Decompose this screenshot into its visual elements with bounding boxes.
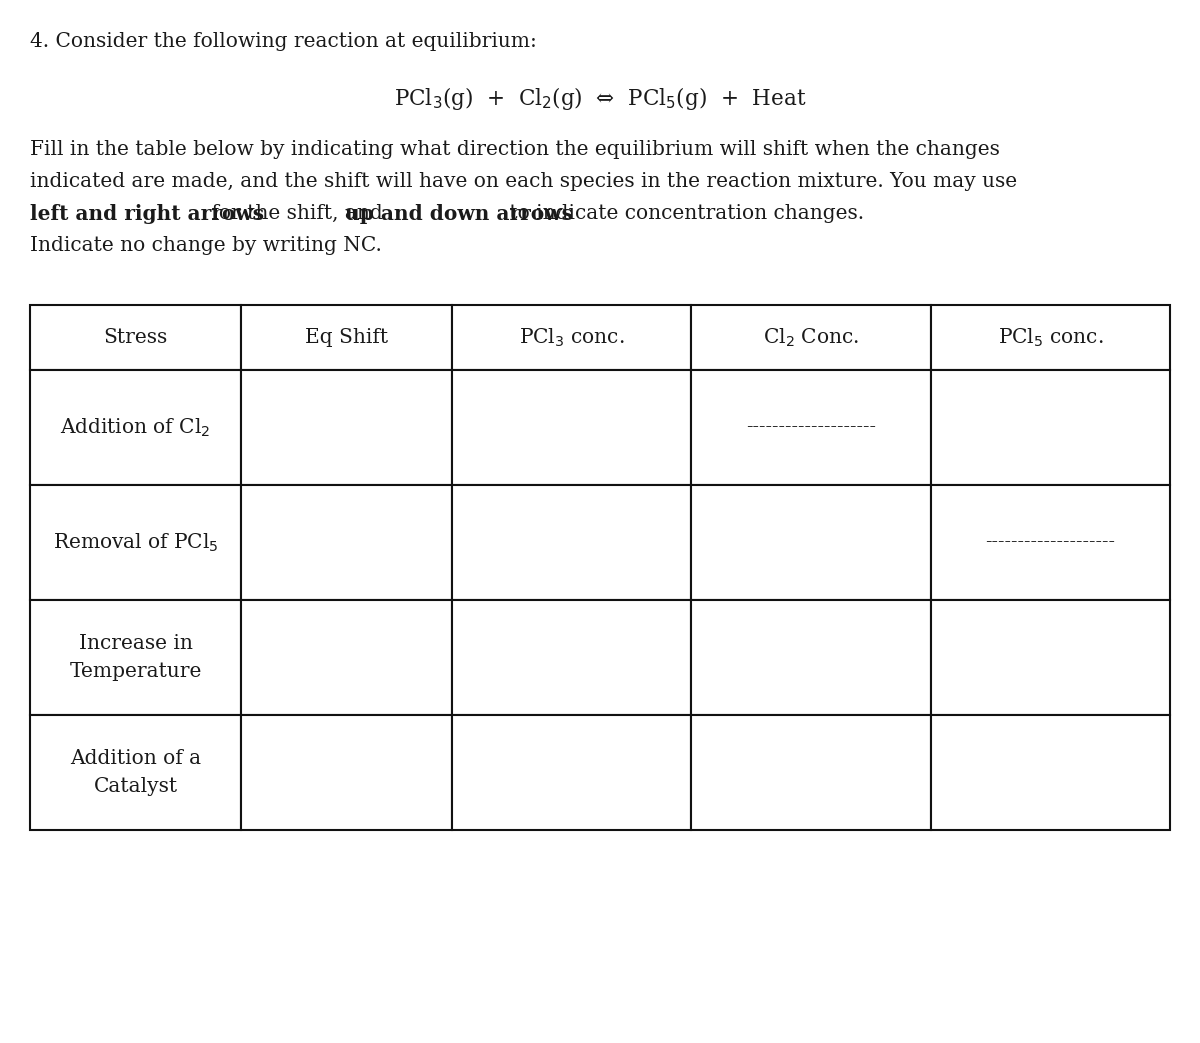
Bar — [241, 305, 452, 370]
Bar — [452, 305, 691, 370]
Text: Removal of PCl$_5$: Removal of PCl$_5$ — [53, 531, 218, 554]
Bar — [30, 305, 241, 370]
Bar — [931, 370, 1170, 485]
Text: for the shift, and: for the shift, and — [205, 204, 389, 223]
Text: Cl$_2$ Conc.: Cl$_2$ Conc. — [763, 326, 859, 348]
Bar — [931, 600, 1170, 715]
Bar — [691, 485, 931, 600]
Bar — [241, 370, 452, 485]
Text: left and right arrows: left and right arrows — [30, 204, 264, 224]
Text: PCl$_3$ conc.: PCl$_3$ conc. — [518, 326, 624, 348]
Text: Eq Shift: Eq Shift — [305, 328, 388, 347]
Text: Addition of Cl$_2$: Addition of Cl$_2$ — [60, 416, 211, 439]
Text: --------------------: -------------------- — [985, 534, 1115, 552]
Text: Addition of a: Addition of a — [70, 749, 202, 768]
Text: --------------------: -------------------- — [746, 418, 876, 437]
Text: up and down arrows: up and down arrows — [346, 204, 574, 224]
Bar — [241, 715, 452, 830]
Bar — [30, 600, 241, 715]
Bar — [241, 485, 452, 600]
Bar — [691, 600, 931, 715]
Bar — [452, 715, 691, 830]
Bar — [691, 370, 931, 485]
Text: Temperature: Temperature — [70, 662, 202, 681]
Bar — [691, 305, 931, 370]
Text: PCl$_3$(g)  +  Cl$_2$(g)  ⇔  PCl$_5$(g)  +  Heat: PCl$_3$(g) + Cl$_2$(g) ⇔ PCl$_5$(g) + He… — [394, 84, 806, 112]
Bar — [452, 370, 691, 485]
Bar — [452, 600, 691, 715]
Bar — [452, 485, 691, 600]
Text: Fill in the table below by indicating what direction the equilibrium will shift : Fill in the table below by indicating wh… — [30, 140, 1000, 159]
Text: to indicate concentration changes.: to indicate concentration changes. — [503, 204, 864, 223]
Bar — [241, 600, 452, 715]
Text: indicated are made, and the shift will have on each species in the reaction mixt: indicated are made, and the shift will h… — [30, 172, 1018, 191]
Bar — [30, 485, 241, 600]
Bar — [30, 715, 241, 830]
Text: PCl$_5$ conc.: PCl$_5$ conc. — [997, 326, 1103, 348]
Text: Catalyst: Catalyst — [94, 777, 178, 796]
Text: Indicate no change by writing NC.: Indicate no change by writing NC. — [30, 236, 382, 254]
Bar — [931, 305, 1170, 370]
Bar — [931, 715, 1170, 830]
Text: 4. Consider the following reaction at equilibrium:: 4. Consider the following reaction at eq… — [30, 32, 536, 51]
Text: Stress: Stress — [103, 328, 168, 347]
Bar — [691, 715, 931, 830]
Bar — [30, 370, 241, 485]
Bar — [931, 485, 1170, 600]
Text: Increase in: Increase in — [78, 634, 192, 653]
